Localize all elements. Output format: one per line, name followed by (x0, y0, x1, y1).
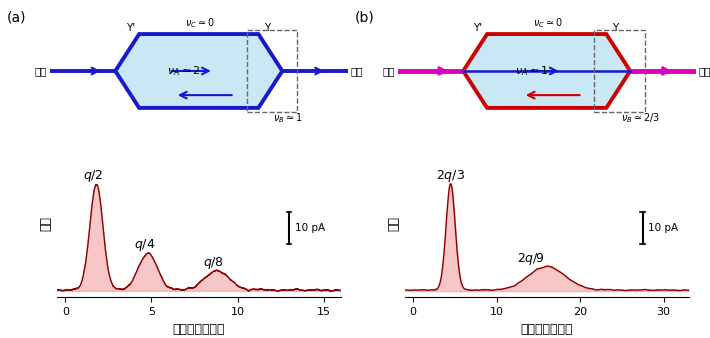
X-axis label: 時間（ナノ秒）: 時間（ナノ秒） (520, 323, 573, 336)
Text: $\nu_B \simeq 1$: $\nu_B \simeq 1$ (273, 111, 303, 124)
Text: 10 pA: 10 pA (648, 223, 679, 234)
Text: $2q/3$: $2q/3$ (437, 168, 466, 184)
Bar (594, 30, 645, 112)
Text: $\nu_C \simeq 0$: $\nu_C \simeq 0$ (533, 16, 563, 30)
Y-axis label: 電流: 電流 (388, 216, 400, 231)
Text: 出力: 出力 (351, 66, 364, 76)
Text: 入力: 入力 (34, 66, 47, 76)
X-axis label: 時間（ナノ秒）: 時間（ナノ秒） (173, 323, 225, 336)
Polygon shape (115, 34, 283, 108)
Text: $q/4$: $q/4$ (134, 237, 155, 253)
Y-axis label: 電流: 電流 (40, 216, 53, 231)
Text: Y: Y (612, 23, 618, 33)
Text: Y': Y' (474, 23, 483, 33)
Text: (b): (b) (355, 10, 375, 24)
Text: Y': Y' (126, 23, 135, 33)
Bar (246, 30, 297, 112)
Text: 10 pA: 10 pA (295, 223, 325, 234)
Text: $\nu_A \simeq 2$: $\nu_A \simeq 2$ (167, 64, 201, 78)
Text: $q/2$: $q/2$ (82, 168, 103, 184)
Polygon shape (463, 34, 630, 108)
Text: $2q/9$: $2q/9$ (518, 251, 545, 267)
Text: 出力: 出力 (699, 66, 710, 76)
Text: $\nu_C \simeq 0$: $\nu_C \simeq 0$ (185, 16, 215, 30)
Text: $\nu_A \simeq 1$: $\nu_A \simeq 1$ (515, 64, 549, 78)
Text: (a): (a) (7, 10, 26, 24)
Text: $q/8$: $q/8$ (203, 255, 224, 271)
Text: $\nu_B \simeq 2/3$: $\nu_B \simeq 2/3$ (621, 111, 660, 124)
Text: Y: Y (264, 23, 271, 33)
Text: 入力: 入力 (382, 66, 395, 76)
